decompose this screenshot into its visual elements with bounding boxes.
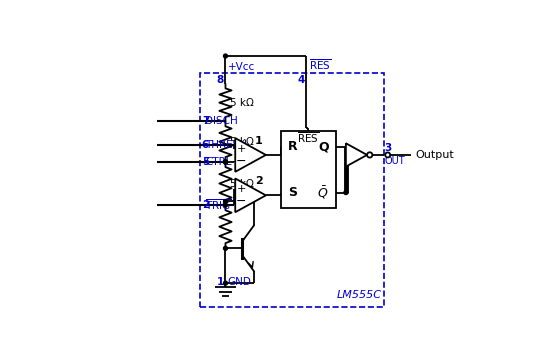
Text: 4: 4 (298, 75, 305, 85)
Text: $\overline{\mathrm{TRIG}}$: $\overline{\mathrm{TRIG}}$ (205, 198, 232, 212)
Text: 6: 6 (202, 140, 209, 150)
Text: $\overline{\mathrm{RES}}$: $\overline{\mathrm{RES}}$ (297, 130, 319, 145)
Text: $\overline{\mathrm{RES}}$: $\overline{\mathrm{RES}}$ (308, 57, 331, 72)
Polygon shape (346, 143, 367, 167)
Text: 2: 2 (202, 200, 209, 210)
Circle shape (223, 160, 228, 164)
Circle shape (223, 54, 228, 58)
Text: 1: 1 (255, 136, 263, 146)
Text: DISCH: DISCH (205, 117, 238, 126)
Circle shape (367, 152, 372, 157)
Bar (281, 131, 336, 208)
Circle shape (223, 199, 228, 203)
Text: −: − (236, 195, 247, 208)
Text: +: + (236, 143, 246, 153)
Text: CTRL: CTRL (205, 157, 232, 167)
Text: −: − (236, 155, 247, 168)
Text: GND: GND (228, 277, 252, 287)
Polygon shape (235, 138, 266, 172)
Text: LM555C: LM555C (336, 290, 382, 300)
Text: THRESH: THRESH (205, 140, 247, 150)
Polygon shape (235, 178, 266, 212)
Text: 2: 2 (255, 176, 263, 186)
Text: 5: 5 (202, 157, 209, 167)
Circle shape (223, 203, 228, 207)
Circle shape (223, 247, 228, 250)
Text: 5 kΩ: 5 kΩ (230, 178, 254, 189)
Text: Output: Output (415, 150, 454, 160)
Circle shape (223, 281, 228, 285)
Text: 5 kΩ: 5 kΩ (230, 137, 254, 147)
Text: 7: 7 (202, 117, 209, 126)
Circle shape (223, 160, 228, 164)
Text: 5 kΩ: 5 kΩ (230, 98, 254, 108)
Text: $\bar{Q}$: $\bar{Q}$ (317, 184, 329, 201)
Text: 1: 1 (217, 277, 224, 287)
Text: 8: 8 (217, 75, 224, 85)
Circle shape (344, 191, 348, 194)
Text: OUT: OUT (384, 156, 405, 166)
Circle shape (385, 152, 390, 157)
Text: S: S (288, 186, 297, 199)
Bar (200, 73, 384, 307)
Text: 3: 3 (384, 143, 392, 153)
Text: Q: Q (318, 140, 329, 153)
Text: +Vcc: +Vcc (228, 62, 255, 72)
Text: R: R (288, 140, 298, 153)
Text: +: + (236, 184, 246, 194)
